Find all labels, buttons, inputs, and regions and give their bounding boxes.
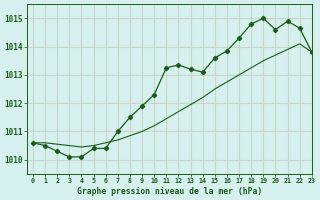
X-axis label: Graphe pression niveau de la mer (hPa): Graphe pression niveau de la mer (hPa) bbox=[77, 187, 262, 196]
